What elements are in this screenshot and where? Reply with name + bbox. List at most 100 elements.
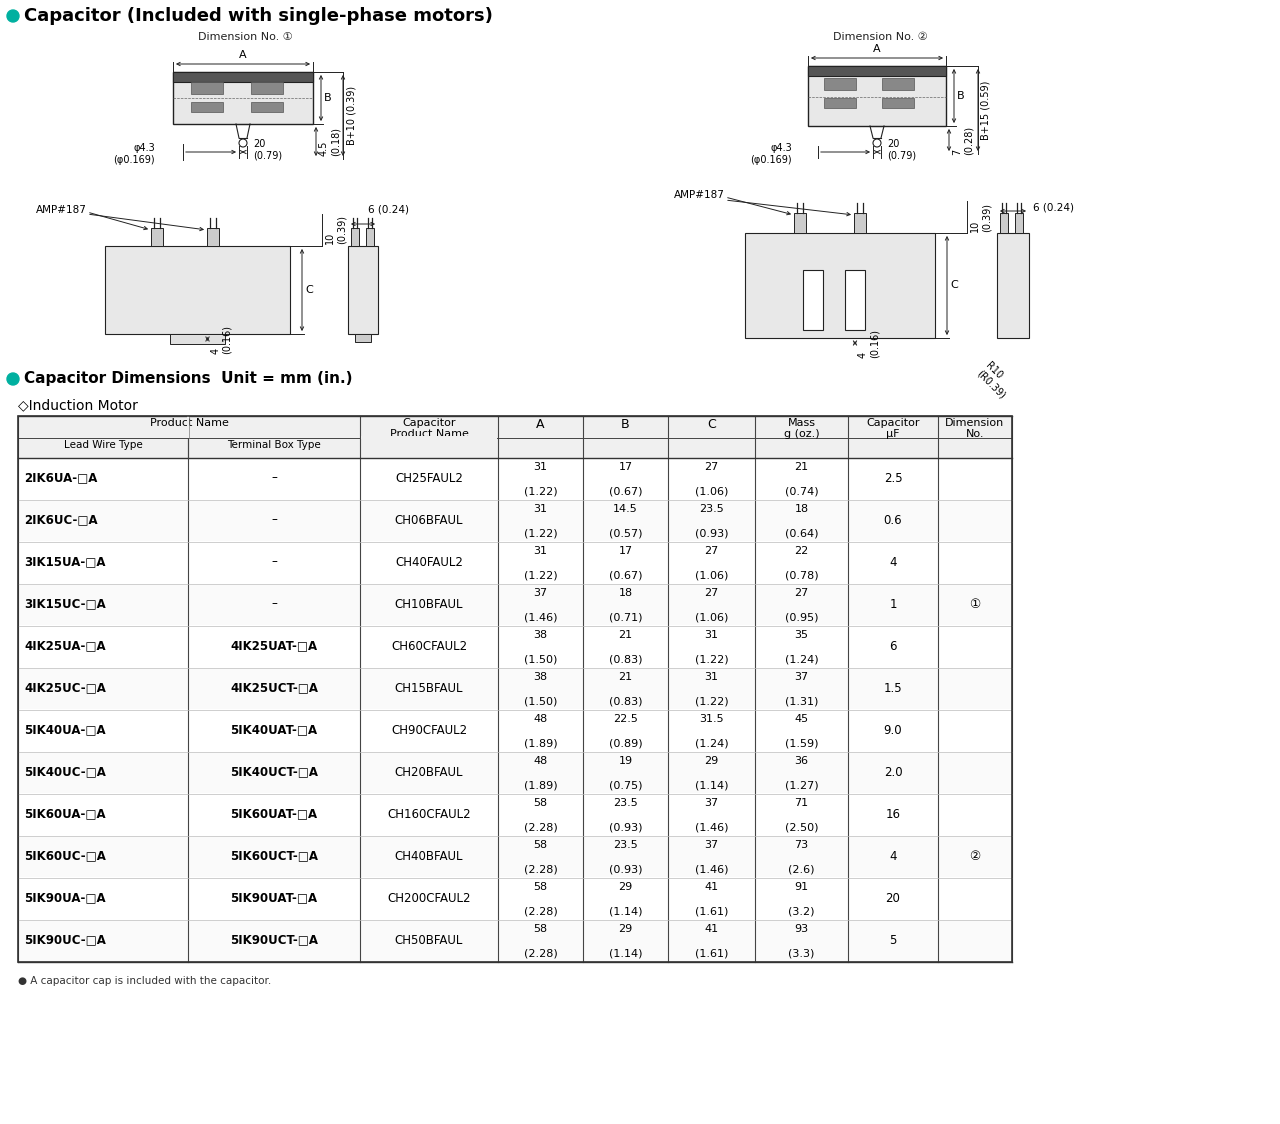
Text: 23.5: 23.5 [699, 504, 724, 514]
Bar [794, 214, 806, 233]
Text: 17: 17 [618, 462, 632, 472]
Text: 23.5: 23.5 [613, 798, 637, 808]
Text: 6 (0.24): 6 (0.24) [369, 203, 410, 214]
Text: (1.61): (1.61) [695, 948, 728, 958]
Bar [19, 837, 1011, 877]
Bar [1000, 214, 1009, 233]
Text: CH40FAUL2: CH40FAUL2 [396, 555, 463, 569]
Text: A: A [536, 418, 545, 430]
Text: 73: 73 [795, 840, 809, 850]
Text: AMP#187: AMP#187 [675, 190, 724, 200]
Text: Mass: Mass [787, 418, 815, 428]
Text: (0.93): (0.93) [609, 864, 643, 874]
Text: CH10BFAUL: CH10BFAUL [394, 598, 463, 610]
Text: (0.93): (0.93) [609, 822, 643, 832]
Text: 5IK40UA-□A: 5IK40UA-□A [24, 724, 106, 736]
Text: 27: 27 [795, 588, 809, 598]
Text: (1.06): (1.06) [695, 486, 728, 496]
Text: Capacitor (Included with single-phase motors): Capacitor (Included with single-phase mo… [24, 7, 493, 25]
Text: 4.5
(0.18): 4.5 (0.18) [319, 127, 340, 156]
Text: 9.0: 9.0 [883, 725, 902, 737]
Text: Product Name: Product Name [389, 429, 468, 439]
Bar [19, 627, 1011, 667]
Text: 48: 48 [534, 714, 548, 724]
Text: (0.89): (0.89) [609, 738, 643, 747]
Text: 45: 45 [795, 714, 809, 724]
Text: C: C [950, 281, 957, 290]
Text: CH40BFAUL: CH40BFAUL [394, 850, 463, 862]
Text: CH200CFAUL2: CH200CFAUL2 [388, 891, 471, 905]
Text: 58: 58 [534, 840, 548, 850]
Text: 27: 27 [704, 588, 718, 598]
Text: 2IK6UC-□A: 2IK6UC-□A [24, 514, 97, 526]
Text: 5IK90UCT-□A: 5IK90UCT-□A [230, 934, 317, 946]
Text: Capacitor Dimensions  Unit = mm (in.): Capacitor Dimensions Unit = mm (in.) [24, 372, 352, 387]
Text: B: B [957, 91, 965, 101]
Text: 5IK90UA-□A: 5IK90UA-□A [24, 891, 106, 905]
Text: 93: 93 [795, 924, 809, 934]
Text: 10
(0.39): 10 (0.39) [325, 216, 347, 245]
Circle shape [6, 373, 19, 386]
Text: (1.22): (1.22) [524, 486, 557, 496]
Text: CH15BFAUL: CH15BFAUL [394, 681, 463, 695]
Bar [854, 214, 867, 233]
Text: (0.57): (0.57) [609, 528, 643, 538]
Text: (1.22): (1.22) [695, 654, 728, 664]
Text: R10
(R0.39): R10 (R0.39) [975, 360, 1015, 400]
Bar [348, 246, 378, 334]
Text: (2.28): (2.28) [524, 948, 557, 958]
Circle shape [873, 139, 881, 147]
Text: (1.06): (1.06) [695, 570, 728, 580]
Text: CH60CFAUL2: CH60CFAUL2 [390, 640, 467, 653]
Bar [824, 98, 856, 108]
Text: (2.50): (2.50) [785, 822, 818, 832]
Text: (1.14): (1.14) [695, 780, 728, 790]
Bar [173, 72, 314, 82]
Text: 3IK15UA-□A: 3IK15UA-□A [24, 555, 105, 569]
Text: 18: 18 [795, 504, 809, 514]
Text: C: C [707, 418, 716, 430]
Text: 22: 22 [795, 546, 809, 556]
Bar [18, 416, 1012, 962]
Bar [19, 795, 1011, 835]
Bar [808, 66, 946, 76]
Text: (1.46): (1.46) [695, 822, 728, 832]
Text: g (oz.): g (oz.) [783, 429, 819, 439]
Bar [170, 334, 225, 344]
Circle shape [6, 10, 19, 22]
Bar [882, 98, 914, 108]
Text: 5IK60UAT-□A: 5IK60UAT-□A [230, 807, 317, 821]
Bar [251, 102, 283, 112]
Text: No.: No. [965, 429, 984, 439]
Text: 23.5: 23.5 [613, 840, 637, 850]
Text: 31: 31 [534, 546, 548, 556]
Text: 29: 29 [618, 924, 632, 934]
Text: (1.06): (1.06) [695, 611, 728, 622]
Text: 41: 41 [704, 882, 718, 892]
Bar [19, 879, 1011, 919]
Text: (1.50): (1.50) [524, 654, 557, 664]
Bar [824, 78, 856, 90]
Text: (0.74): (0.74) [785, 486, 818, 496]
Text: 20: 20 [886, 892, 900, 906]
Circle shape [239, 139, 247, 147]
Text: 5IK40UC-□A: 5IK40UC-□A [24, 765, 106, 779]
Text: 27: 27 [704, 462, 718, 472]
Text: 4: 4 [890, 851, 897, 863]
Text: 29: 29 [618, 882, 632, 892]
Text: (1.14): (1.14) [609, 948, 643, 958]
Text: Dimension: Dimension [946, 418, 1005, 428]
Text: 37: 37 [704, 798, 718, 808]
Bar [351, 228, 358, 246]
Text: (0.95): (0.95) [785, 611, 818, 622]
Text: 2.5: 2.5 [883, 472, 902, 486]
Text: 5IK90UAT-□A: 5IK90UAT-□A [230, 891, 317, 905]
Text: φ4.3
(φ0.169): φ4.3 (φ0.169) [114, 143, 155, 165]
Text: 5IK60UA-□A: 5IK60UA-□A [24, 807, 106, 821]
Text: 58: 58 [534, 798, 548, 808]
Text: (1.24): (1.24) [695, 738, 728, 747]
Text: ②: ② [969, 851, 980, 863]
Text: 19: 19 [618, 756, 632, 765]
Text: Lead Wire Type: Lead Wire Type [64, 439, 142, 450]
Text: Dimension No. ②: Dimension No. ② [832, 31, 928, 42]
